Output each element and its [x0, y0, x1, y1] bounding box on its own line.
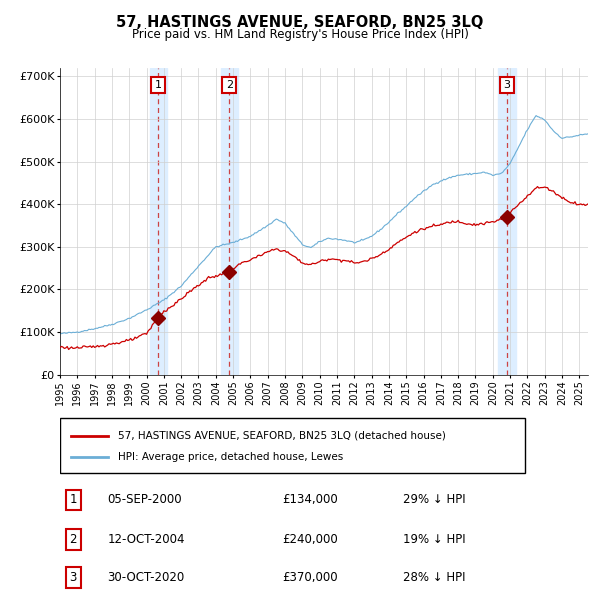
Text: 57, HASTINGS AVENUE, SEAFORD, BN25 3LQ: 57, HASTINGS AVENUE, SEAFORD, BN25 3LQ [116, 15, 484, 30]
Bar [499, 68, 516, 375]
Text: 1: 1 [155, 80, 161, 90]
Bar [149, 68, 167, 375]
Text: 19% ↓ HPI: 19% ↓ HPI [403, 533, 466, 546]
Text: 2: 2 [70, 533, 77, 546]
Text: £134,000: £134,000 [282, 493, 338, 506]
Text: 3: 3 [503, 80, 511, 90]
Text: £370,000: £370,000 [282, 571, 337, 584]
Text: 12-OCT-2004: 12-OCT-2004 [107, 533, 185, 546]
Text: 05-SEP-2000: 05-SEP-2000 [107, 493, 182, 506]
FancyBboxPatch shape [60, 418, 524, 473]
Bar [221, 68, 238, 375]
Text: £240,000: £240,000 [282, 533, 338, 546]
Text: 2: 2 [226, 80, 233, 90]
Text: 28% ↓ HPI: 28% ↓ HPI [403, 571, 466, 584]
Text: 29% ↓ HPI: 29% ↓ HPI [403, 493, 466, 506]
Text: 57, HASTINGS AVENUE, SEAFORD, BN25 3LQ (detached house): 57, HASTINGS AVENUE, SEAFORD, BN25 3LQ (… [118, 431, 446, 441]
Text: Price paid vs. HM Land Registry's House Price Index (HPI): Price paid vs. HM Land Registry's House … [131, 28, 469, 41]
Text: HPI: Average price, detached house, Lewes: HPI: Average price, detached house, Lewe… [118, 453, 343, 463]
Text: 30-OCT-2020: 30-OCT-2020 [107, 571, 185, 584]
Text: 3: 3 [70, 571, 77, 584]
Text: 1: 1 [70, 493, 77, 506]
